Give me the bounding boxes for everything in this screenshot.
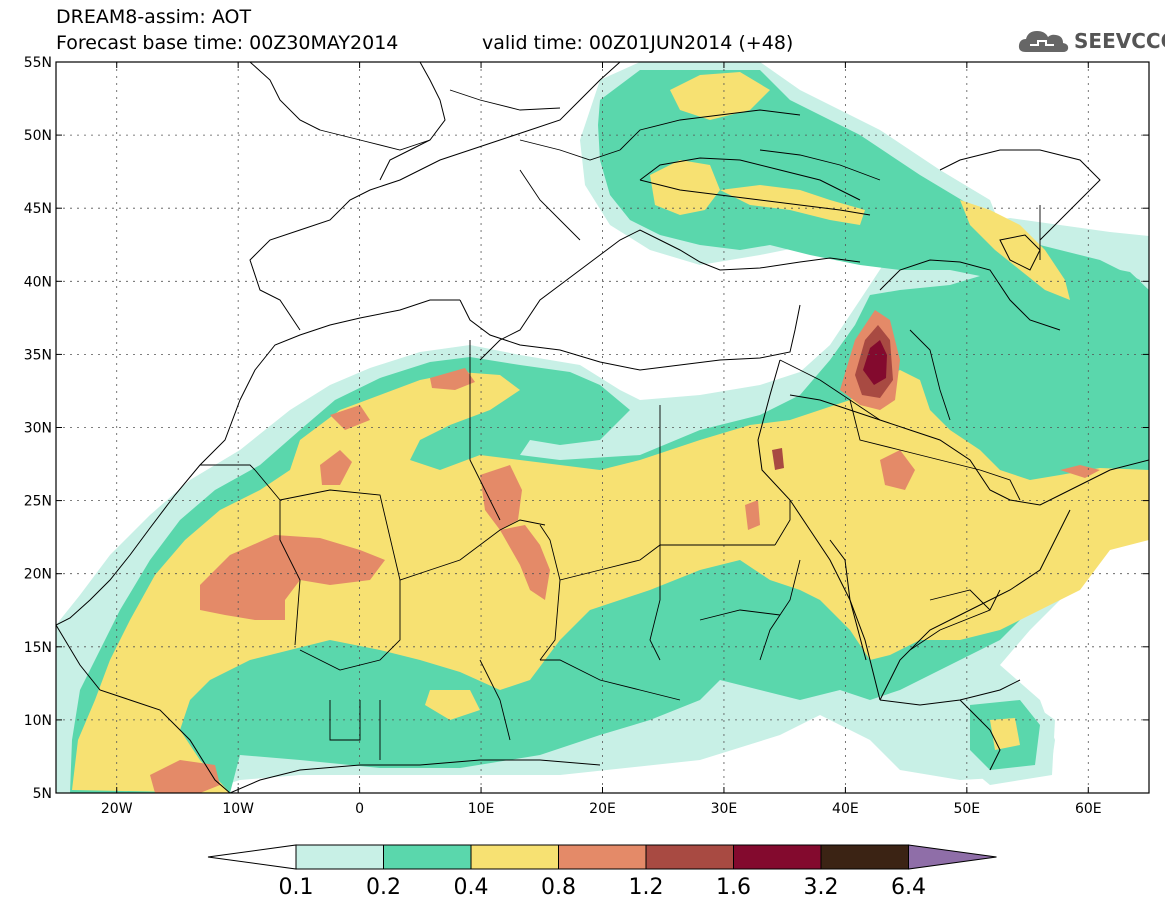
logo-text: SEEVCCC: [1074, 29, 1165, 53]
colorbar-lower-triangle: [207, 844, 297, 870]
lat-tick-label: 55N: [24, 55, 52, 71]
lat-tick-label: 30N: [24, 421, 52, 437]
map-title: DREAM8-assim: AOT: [56, 6, 252, 28]
lat-tick-label: 20N: [24, 567, 52, 583]
colorbar-segment: [470, 844, 559, 870]
lon-tick-label: 20E: [589, 801, 616, 817]
colorbar-label: 0.1: [279, 875, 314, 900]
forecast-base-time: Forecast base time: 00Z30MAY2014: [56, 32, 399, 54]
colorbar-upper-triangle: [908, 844, 997, 870]
latitude-labels: 55N 50N 45N 40N 35N 30N 25N 20N 15N 10N 5N: [24, 55, 52, 802]
lat-tick-label: 45N: [24, 201, 52, 217]
lat-tick-label: 10N: [24, 713, 52, 729]
colorbar-label: 0.8: [541, 875, 576, 900]
seevccc-logo: SEEVCCC: [1016, 24, 1165, 58]
colorbar-segment: [558, 844, 647, 870]
colorbar-segment: [383, 844, 472, 870]
graticule: [56, 62, 1149, 793]
axis-ticks: [56, 61, 1149, 794]
lat-tick-label: 25N: [24, 494, 52, 510]
colorbar: [207, 844, 997, 870]
coastlines: [56, 62, 1149, 793]
lat-tick-label: 15N: [24, 640, 52, 656]
colorbar-label: 6.4: [891, 875, 926, 900]
lon-tick-label: 10E: [468, 801, 495, 817]
lat-tick-label: 5N: [33, 786, 52, 802]
lon-tick-label: 0: [355, 801, 364, 817]
lon-tick-label: 30E: [711, 801, 738, 817]
lon-tick-label: 40E: [832, 801, 859, 817]
country-borders: [200, 89, 1041, 760]
valid-time: valid time: 00Z01JUN2014 (+48): [482, 32, 794, 54]
colorbar-labels: 0.1 0.2 0.4 0.8 1.2 1.6 3.2 6.4: [279, 875, 927, 900]
colorbar-label: 0.2: [366, 875, 401, 900]
colorbar-label: 0.4: [454, 875, 489, 900]
lat-tick-label: 50N: [24, 128, 52, 144]
aot-level-1-6: [863, 340, 887, 385]
lon-tick-label: 20W: [101, 801, 133, 817]
longitude-labels: 20W 10W 0 10E 20E 30E 40E 50E 60E: [101, 801, 1102, 817]
lat-tick-label: 35N: [24, 347, 52, 363]
colorbar-segment: [733, 844, 822, 870]
cloud-icon: [1018, 31, 1069, 52]
colorbar-segment: [295, 844, 384, 870]
colorbar-segment: [645, 844, 734, 870]
lon-tick-label: 60E: [1075, 801, 1102, 817]
colorbar-label: 1.2: [629, 875, 664, 900]
lat-tick-label: 40N: [24, 274, 52, 290]
colorbar-label: 1.6: [716, 875, 751, 900]
aot-fields: [56, 62, 1149, 793]
colorbar-label: 3.2: [804, 875, 839, 900]
lon-tick-label: 50E: [953, 801, 980, 817]
colorbar-segment: [820, 844, 909, 870]
lon-tick-label: 10W: [222, 801, 254, 817]
